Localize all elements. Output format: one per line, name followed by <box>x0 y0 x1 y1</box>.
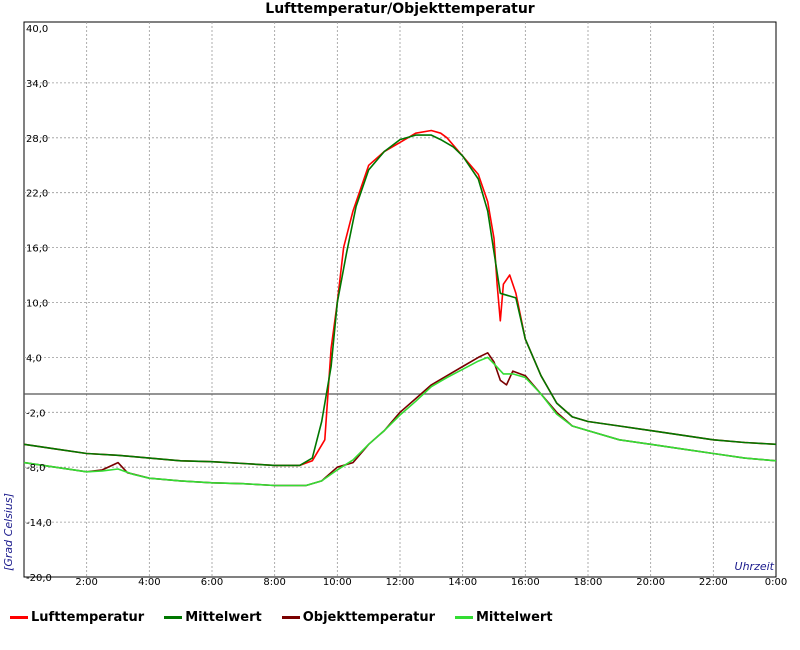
x-axis-ticks: 2:00 4:00 6:00 8:00 10:00 12:00 14:00 16:00 18:0… <box>75 577 787 588</box>
series-line-2 <box>23 134 777 467</box>
x-tick-label: 22:00 <box>699 577 728 588</box>
x-tick-label: 20:00 <box>636 577 665 588</box>
y-tick-label: 34,0 <box>26 79 48 90</box>
legend-label: Lufttemperatur <box>31 609 145 625</box>
x-tick-label: 6:00 <box>201 577 223 588</box>
series-layer <box>23 129 777 487</box>
chart-title: Lufttemperatur/Objekttemperatur <box>265 1 535 17</box>
series-line-4 <box>23 356 777 487</box>
legend-swatch <box>164 615 183 619</box>
grid <box>24 22 776 577</box>
legend-item: Mittelwert <box>164 610 262 625</box>
x-tick-label: 10:00 <box>323 577 352 588</box>
legend-label: Objekttemperatur <box>302 609 435 625</box>
y-tick-label: -8,0 <box>26 463 46 474</box>
x-tick-label: 2:00 <box>75 577 97 588</box>
y-axis-label: [Grad Celsius] <box>2 493 15 571</box>
x-tick-label: 18:00 <box>574 577 603 588</box>
y-tick-label: 10,0 <box>26 299 48 310</box>
x-tick-label: 16:00 <box>511 577 540 588</box>
y-axis-ticks: 40,0 34,0 28,0 22,0 16,0 10,0 4,0 -2,0 -8,0 -14,0… <box>26 24 52 584</box>
legend-item: Mittelwert <box>455 610 553 625</box>
y-tick-label: -14,0 <box>26 518 52 529</box>
y-tick-label: 22,0 <box>26 189 48 200</box>
legend-item: Lufttemperatur <box>10 610 144 625</box>
legend-label: Mittelwert <box>476 609 553 625</box>
x-tick-label: 12:00 <box>386 577 415 588</box>
y-tick-label: 28,0 <box>26 134 48 145</box>
legend-swatch <box>10 615 28 619</box>
legend-label: Mittelwert <box>185 609 262 625</box>
legend-swatch <box>455 615 473 619</box>
x-tick-label: 14:00 <box>448 577 477 588</box>
legend-item: Objekttemperatur <box>281 609 435 625</box>
x-tick-label: 4:00 <box>138 577 160 588</box>
y-tick-label: 40,0 <box>26 24 48 35</box>
legend: Lufttemperatur Mittelwert Objekttemperatur… <box>10 607 573 627</box>
x-tick-label: 0:00 <box>765 577 787 588</box>
y-tick-label: -20,0 <box>26 573 52 584</box>
y-tick-label: 4,0 <box>26 353 42 364</box>
legend-swatch <box>281 615 300 619</box>
x-tick-label: 8:00 <box>263 577 285 588</box>
y-tick-label: 16,0 <box>26 244 48 255</box>
y-tick-label: -2,0 <box>26 408 46 419</box>
x-axis-label: Uhrzeit <box>735 560 775 573</box>
